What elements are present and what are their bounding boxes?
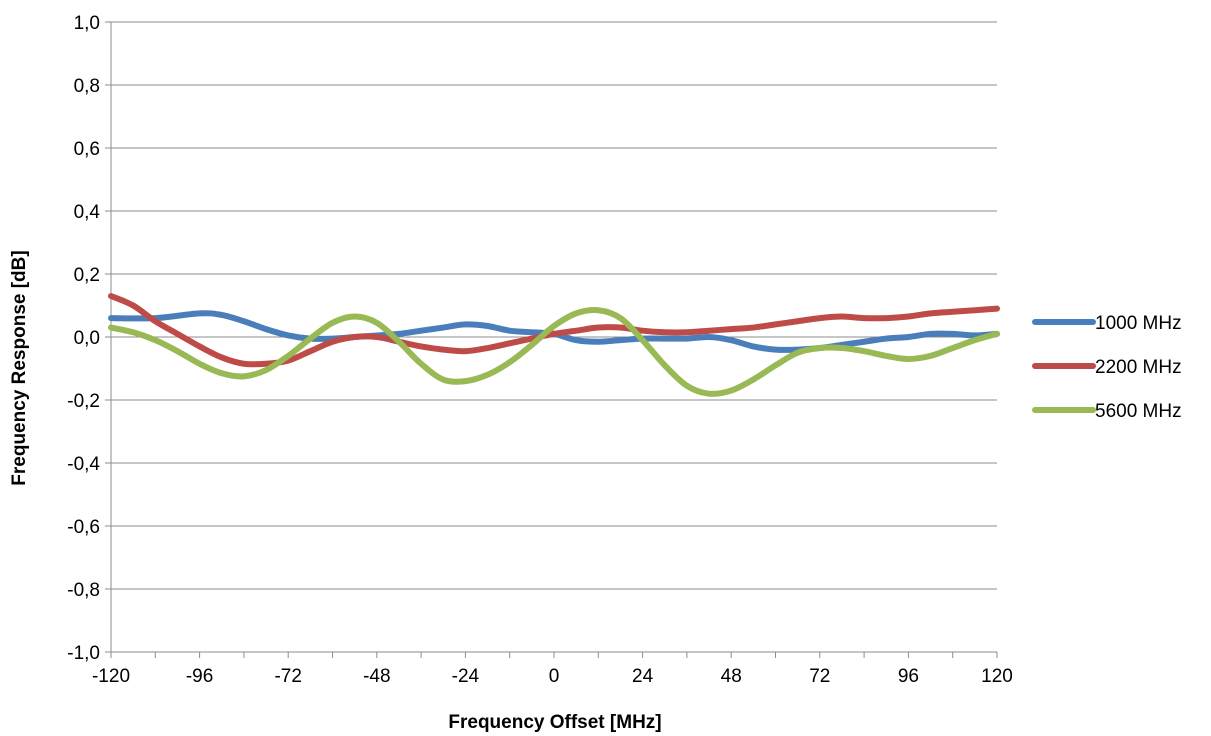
x-tick-label: -72 [274,666,301,687]
legend-label: 1000 MHz [1095,313,1182,334]
y-tick-label: -0,8 [67,580,100,601]
x-tick-label: -48 [363,666,390,687]
legend-label: 2200 MHz [1095,357,1182,378]
series-line-2200-mhz [108,293,1000,368]
legend-item-5600-mhz: 5600 MHz [1032,401,1182,422]
legend-item-1000-mhz: 1000 MHz [1032,313,1182,334]
x-tick-label: 96 [898,666,919,687]
y-axis-title: Frequency Response [dB] [9,250,30,485]
tick-labels: -1,0 -0,8 -0,6 -0,4 -0,2 0,0 0,2 0,4 0,6 0,8 1,0 -1… [67,13,1013,687]
x-tick-label: 48 [721,666,742,687]
x-tick-label: -24 [452,666,480,687]
x-tick-label: -96 [186,666,213,687]
y-tick-label: -0,6 [67,517,100,538]
x-tick-label: 72 [809,666,830,687]
gridlines [111,21,997,590]
series-line-5600-mhz [108,307,1000,397]
series-lines [108,293,1000,397]
y-tick-label: -1,0 [67,643,100,664]
y-tick-label: 1,0 [74,13,100,34]
x-tick-label: 120 [981,666,1013,687]
y-tick-label: -0,4 [67,454,100,475]
x-axis-title: Frequency Offset [MHz] [448,712,661,733]
y-tick-label: 0,0 [74,328,100,349]
x-tick-label: 0 [549,666,560,687]
y-tick-label: 0,6 [74,139,100,160]
y-tick-label: 0,2 [74,265,100,286]
x-tick-label: -120 [92,666,130,687]
axes [105,21,998,658]
legend-item-2200-mhz: 2200 MHz [1032,357,1182,378]
series-line-1000-mhz [108,310,1000,353]
y-tick-label: 0,8 [74,76,100,97]
y-tick-label: 0,4 [74,202,101,223]
legend: 1000 MHz 2200 MHz 5600 MHz [1032,313,1182,422]
x-tick-label: 24 [632,666,654,687]
y-tick-label: -0,2 [67,391,100,412]
legend-label: 5600 MHz [1095,401,1182,422]
